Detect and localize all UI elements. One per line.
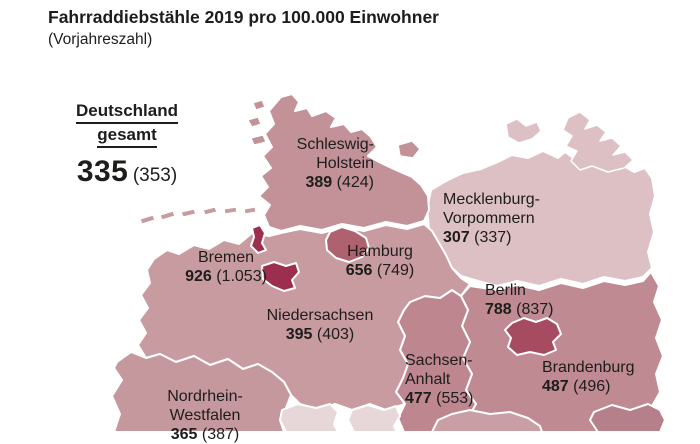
label-schleswig-holstein: Schleswig- Holstein 389 (424) bbox=[244, 135, 374, 192]
germany-total-block: Deutschland gesamt 335 (353) bbox=[58, 99, 196, 189]
state-shape-schleswig-holstein bbox=[258, 93, 430, 232]
label-sachsen-anhalt: Sachsen- Anhalt 477 (553) bbox=[405, 351, 515, 408]
germany-map bbox=[111, 93, 666, 432]
usedom-island-shape bbox=[562, 111, 634, 173]
east-frisian-islands bbox=[139, 206, 257, 225]
state-shape-bremen bbox=[261, 261, 300, 292]
state-shape-bremerhaven bbox=[250, 224, 267, 254]
state-name: Berlin bbox=[485, 282, 526, 299]
label-hamburg: Hamburg 656 (749) bbox=[320, 242, 440, 280]
state-name: Mecklenburg- bbox=[443, 191, 540, 208]
label-brandenburg: Brandenburg 487 (496) bbox=[542, 358, 672, 396]
state-shape-nordrhein-westfalen bbox=[111, 351, 292, 432]
state-name: Schleswig- bbox=[296, 136, 374, 153]
state-value: 389 (424) bbox=[305, 174, 374, 191]
chart-header: Fahrraddiebstähle 2019 pro 100.000 Einwo… bbox=[48, 7, 439, 49]
state-shape-berlin bbox=[504, 317, 562, 356]
chart-subtitle: (Vorjahreszahl) bbox=[48, 31, 153, 48]
total-label-line2: gesamt bbox=[97, 123, 157, 148]
state-value: 656 (749) bbox=[345, 262, 415, 279]
state-value: 477 (553) bbox=[405, 390, 474, 407]
state-shape-sachsen bbox=[589, 403, 666, 432]
label-bremen: Bremen 926 (1.053) bbox=[156, 248, 296, 286]
state-shape-hessen bbox=[347, 404, 401, 432]
state-value: 926 (1.053) bbox=[185, 268, 267, 285]
north-frisian-island-shape bbox=[247, 116, 262, 128]
chart-title: Fahrraddiebstähle 2019 pro 100.000 Einwo… bbox=[48, 7, 439, 27]
state-name: Niedersachsen bbox=[266, 307, 374, 324]
label-berlin: Berlin 788 (837) bbox=[485, 281, 595, 319]
state-value: 307 (337) bbox=[443, 229, 512, 246]
label-mecklenburg-vorpommern: Mecklenburg- Vorpommern 307 (337) bbox=[443, 190, 613, 247]
state-name: Bremen bbox=[197, 249, 255, 266]
state-name: Hamburg bbox=[347, 243, 413, 260]
state-name: Westfalen bbox=[169, 407, 241, 424]
fehmarn-island-shape bbox=[397, 140, 421, 159]
ruegen-island-shape bbox=[505, 118, 542, 144]
state-value: 395 (403) bbox=[285, 326, 355, 343]
state-value: 365 (387) bbox=[170, 426, 240, 443]
label-nordrhein-westfalen: Nordrhein- Westfalen 365 (387) bbox=[140, 387, 270, 444]
state-shape-hessen bbox=[279, 403, 339, 432]
state-name: Sachsen- bbox=[405, 352, 473, 369]
state-shape-mecklenburg-vorpommern bbox=[426, 150, 656, 287]
total-label-line1: Deutschland bbox=[75, 99, 179, 124]
state-name: Anhalt bbox=[405, 371, 451, 388]
state-name: Brandenburg bbox=[542, 359, 635, 376]
state-shape-hamburg bbox=[325, 226, 370, 263]
state-value: 487 (496) bbox=[542, 378, 611, 395]
state-name: Vorpommern bbox=[443, 210, 535, 227]
total-value: 335 (353) bbox=[76, 155, 178, 188]
state-shape-thueringen bbox=[431, 409, 543, 432]
state-value: 788 (837) bbox=[485, 301, 554, 318]
state-name: Nordrhein- bbox=[167, 388, 243, 405]
north-frisian-island-shape bbox=[252, 99, 266, 111]
state-name: Holstein bbox=[316, 155, 374, 172]
north-frisian-island-shape bbox=[250, 134, 267, 146]
label-niedersachsen: Niedersachsen 395 (403) bbox=[250, 306, 390, 344]
